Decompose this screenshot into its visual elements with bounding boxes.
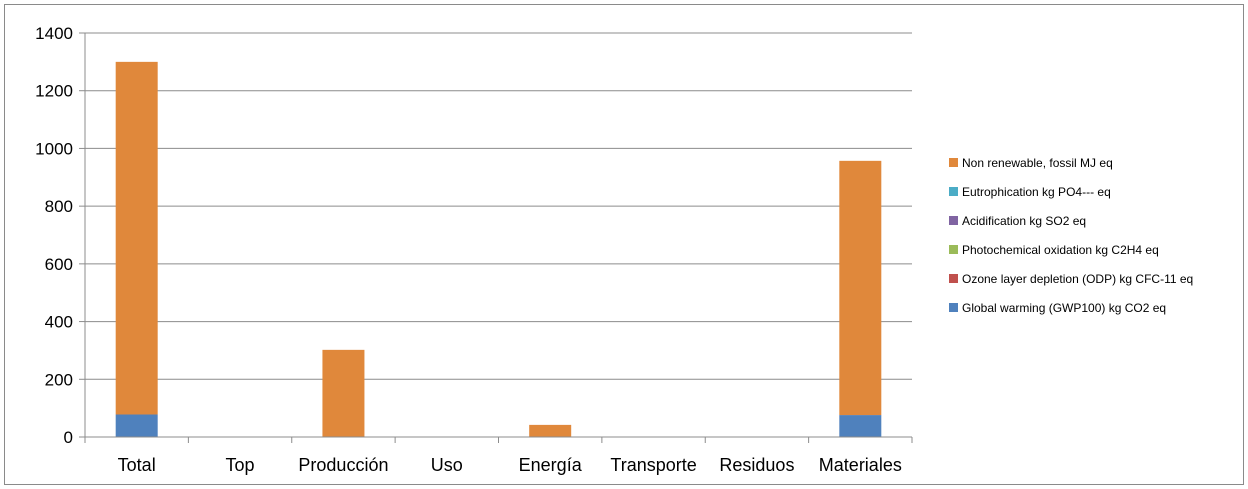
legend-label: Ozone layer depletion (ODP) kg CFC-11 eq: [962, 272, 1193, 286]
legend-label: Global warming (GWP100) kg CO2 eq: [962, 301, 1166, 315]
x-axis-ticks: Total Top Producción Uso Energía Transporte Re…: [84, 437, 913, 475]
legend-swatch: [949, 303, 958, 312]
x-tick-label: Producción: [298, 455, 388, 475]
legend-item: Eutrophication kg PO4--- eq: [949, 185, 1111, 199]
y-tick-label: 400: [45, 313, 73, 332]
legend-label: Acidification kg SO2 eq: [962, 214, 1086, 228]
y-axis-ticks: 0 200 400 600 800 1000 1200 1400: [35, 24, 85, 447]
gridlines: [85, 32, 912, 380]
x-tick-label: Energía: [519, 455, 583, 475]
legend: Non renewable, fossil MJ eq Eutrophicatio…: [949, 156, 1193, 315]
legend-item: Global warming (GWP100) kg CO2 eq: [949, 301, 1166, 315]
chart-area: 0 200 400 600 800 1000 1200 1400 Total Top Produc…: [4, 4, 1244, 485]
x-tick-label: Residuos: [719, 455, 794, 475]
legend-item: Ozone layer depletion (ODP) kg CFC-11 eq: [949, 272, 1193, 286]
legend-swatch: [949, 187, 958, 196]
legend-swatch: [949, 158, 958, 167]
bar-segment: [529, 424, 572, 437]
legend-swatch: [949, 274, 958, 283]
legend-swatch: [949, 216, 958, 225]
x-tick-label: Uso: [431, 455, 463, 475]
x-tick-label: Total: [118, 455, 156, 475]
bar-segment: [839, 160, 882, 416]
x-tick-label: Top: [226, 455, 255, 475]
y-tick-label: 0: [64, 428, 73, 447]
legend-swatch: [949, 245, 958, 254]
x-tick-label: Transporte: [610, 455, 696, 475]
legend-item: Non renewable, fossil MJ eq: [949, 156, 1113, 170]
y-tick-label: 200: [45, 370, 73, 389]
legend-label: Eutrophication kg PO4--- eq: [962, 185, 1111, 199]
y-tick-label: 1400: [35, 24, 73, 43]
y-tick-label: 1200: [35, 82, 73, 101]
legend-item: Acidification kg SO2 eq: [949, 214, 1086, 228]
legend-item: Photochemical oxidation kg C2H4 eq: [949, 243, 1159, 257]
y-tick-label: 1000: [35, 139, 73, 158]
legend-label: Non renewable, fossil MJ eq: [962, 156, 1113, 170]
x-tick-label: Materiales: [819, 455, 902, 475]
bar-segment: [322, 349, 365, 437]
axes: [84, 33, 912, 438]
bar-segment: [115, 414, 158, 437]
y-tick-label: 600: [45, 255, 73, 274]
legend-label: Photochemical oxidation kg C2H4 eq: [962, 243, 1159, 257]
y-tick-label: 800: [45, 197, 73, 216]
bars: [115, 61, 882, 437]
bar-segment: [115, 61, 158, 415]
stacked-bar-chart: 0 200 400 600 800 1000 1200 1400 Total Top Produc…: [35, 24, 1193, 475]
bar-segment: [839, 415, 882, 437]
